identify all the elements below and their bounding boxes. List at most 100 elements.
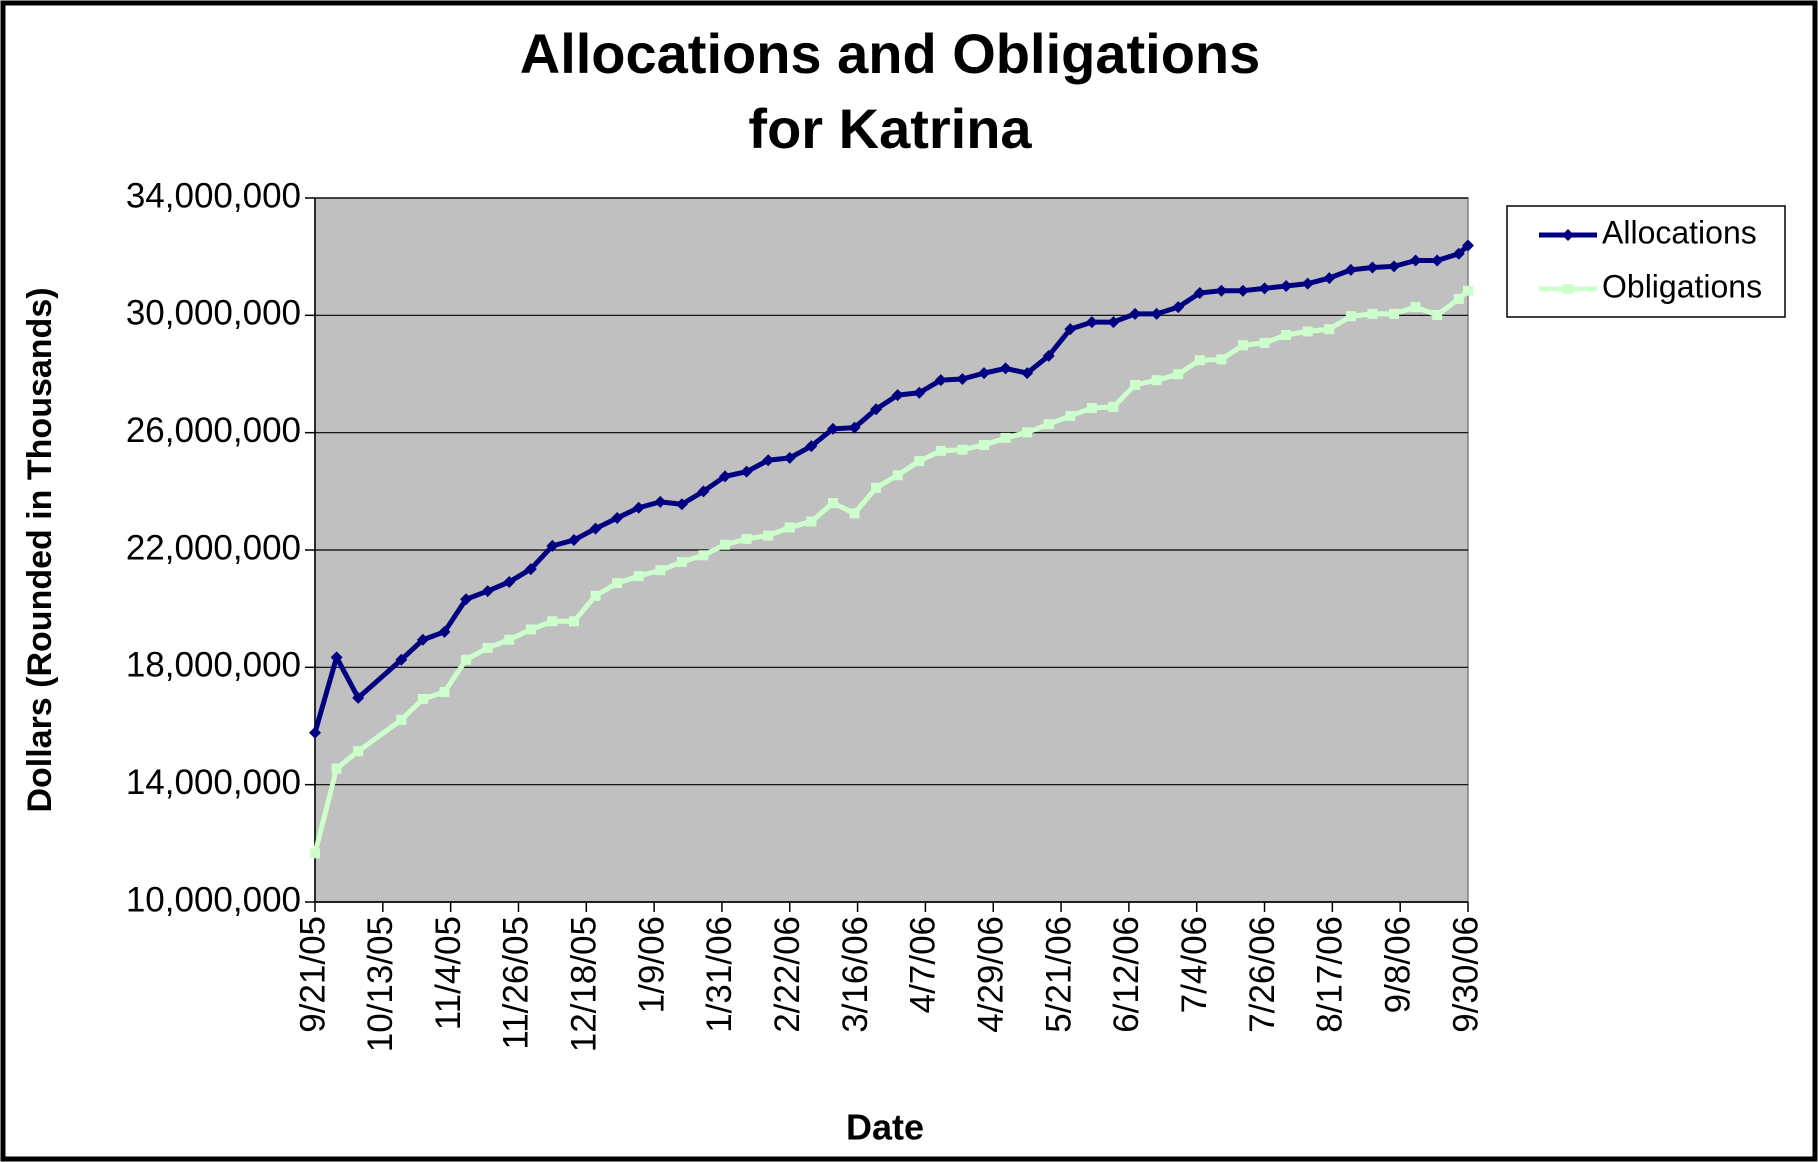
data-point: [1130, 379, 1141, 390]
data-point: [611, 512, 624, 525]
x-tick-label: 12/18/05: [565, 916, 604, 1052]
y-axis-title: Dollars (Rounded in Thousands): [21, 287, 59, 812]
data-point: [1389, 308, 1400, 319]
data-point: [697, 485, 710, 498]
data-point: [806, 516, 817, 527]
data-point: [309, 726, 321, 739]
data-point: [310, 848, 320, 859]
data-point: [461, 654, 472, 665]
data-point: [567, 534, 580, 547]
data-point: [1085, 316, 1098, 329]
y-tick-label: 14,000,000: [126, 763, 301, 802]
legend-box: [1506, 205, 1786, 318]
data-point: [633, 571, 644, 582]
data-point: [524, 563, 537, 576]
data-point: [1324, 324, 1335, 335]
data-point: [935, 445, 946, 456]
data-point: [1463, 285, 1473, 296]
data-point: [1065, 410, 1076, 421]
data-point: [1194, 355, 1205, 366]
y-tick-label: 26,000,000: [126, 411, 301, 450]
data-point: [1301, 277, 1314, 290]
data-point: [654, 495, 667, 508]
y-tick-label: 34,000,000: [126, 176, 301, 215]
legend-marker: [1562, 229, 1574, 241]
series: [309, 239, 1474, 739]
data-point: [892, 470, 903, 481]
data-point: [460, 593, 473, 606]
x-tick-label: 11/4/05: [429, 916, 468, 1030]
data-point: [1173, 369, 1184, 380]
data-point: [1042, 349, 1055, 362]
chart-title: Allocations and Obligations: [520, 22, 1261, 85]
y-tick-label: 18,000,000: [126, 646, 301, 685]
x-tick-label: 9/30/06: [1446, 916, 1485, 1033]
x-tick-label: 7/4/06: [1175, 916, 1214, 1013]
data-point: [353, 746, 364, 757]
legend-label: Obligations: [1602, 268, 1762, 304]
x-tick-label: 2/22/06: [768, 916, 807, 1033]
y-tick-label: 10,000,000: [126, 880, 301, 919]
data-point: [417, 694, 428, 705]
data-point: [503, 575, 516, 588]
data-point: [1215, 284, 1228, 297]
x-tick-label: 10/13/05: [361, 916, 400, 1052]
data-point: [1388, 260, 1401, 273]
data-point: [482, 642, 493, 653]
x-tick-label: 9/8/06: [1378, 916, 1417, 1013]
x-tick-label: 1/31/06: [700, 916, 739, 1033]
data-point: [956, 372, 969, 385]
data-point: [1236, 284, 1249, 297]
data-point: [612, 578, 623, 589]
data-point: [1000, 432, 1011, 443]
data-point: [481, 585, 494, 598]
data-point: [547, 616, 558, 627]
data-point: [719, 470, 732, 483]
data-point: [848, 421, 861, 434]
data-point: [763, 530, 774, 541]
data-point: [1462, 239, 1474, 252]
data-point: [675, 498, 688, 511]
data-point: [999, 362, 1012, 375]
data-point: [632, 501, 645, 514]
y-tick-label: 30,000,000: [126, 294, 301, 333]
data-point: [1281, 329, 1292, 340]
data-point: [1410, 302, 1421, 313]
chart-title: for Katrina: [748, 97, 1032, 160]
data-point: [396, 714, 407, 725]
data-point: [1409, 254, 1422, 267]
data-point: [784, 522, 795, 533]
x-tick-label: 6/12/06: [1107, 916, 1146, 1033]
data-point: [1258, 282, 1271, 295]
x-axis-title: Date: [846, 1107, 924, 1148]
data-point: [1323, 272, 1336, 285]
data-point: [395, 653, 408, 666]
x-tick-label: 5/21/06: [1039, 916, 1078, 1033]
data-point: [1021, 367, 1034, 380]
data-point: [1302, 326, 1313, 337]
data-point: [330, 651, 343, 664]
x-tick-label: 11/26/05: [497, 916, 536, 1050]
data-point: [352, 691, 365, 704]
data-point: [1193, 287, 1206, 300]
data-point: [1022, 427, 1033, 438]
data-point: [934, 374, 947, 387]
data-point: [1237, 340, 1248, 351]
data-point: [1345, 311, 1356, 322]
data-point: [1259, 337, 1270, 348]
data-point: [827, 498, 838, 509]
data-point: [891, 389, 904, 402]
data-point: [978, 439, 989, 450]
data-point: [957, 444, 968, 455]
data-point: [1280, 280, 1293, 292]
data-point: [546, 539, 559, 552]
data-point: [805, 440, 818, 453]
data-point: [1453, 293, 1464, 304]
data-point: [1452, 247, 1465, 260]
y-tick-label: 22,000,000: [126, 528, 301, 567]
data-point: [655, 565, 666, 576]
data-point: [590, 590, 601, 601]
x-tick-label: 1/9/06: [632, 916, 671, 1013]
x-tick-label: 7/26/06: [1243, 916, 1282, 1033]
